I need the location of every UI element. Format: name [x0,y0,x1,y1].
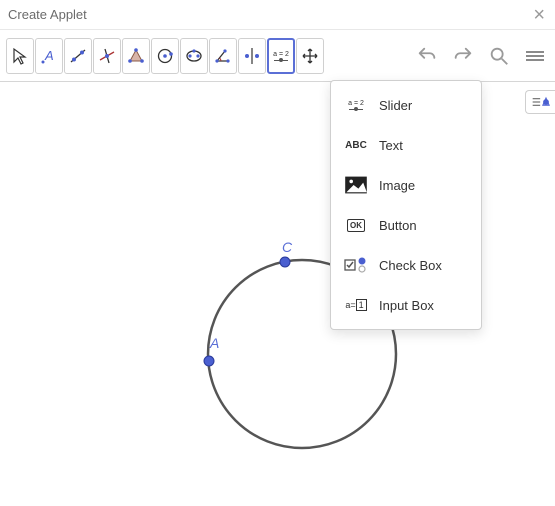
text-icon: ABC [343,135,369,155]
menu-button[interactable] [521,42,549,70]
dropdown-label: Check Box [379,258,442,273]
tool-move-view[interactable] [296,38,324,74]
dropdown-button[interactable]: OK Button [331,205,481,245]
inputbox-icon: a=1 [343,295,369,315]
style-bar-toggle[interactable] [525,90,555,114]
undo-button[interactable] [413,42,441,70]
tool-perpendicular[interactable] [93,38,121,74]
point-c[interactable] [280,257,290,267]
tool-point[interactable]: A [35,38,63,74]
slider-icon: a = 2 [343,95,369,115]
toolbar-right [413,42,549,70]
redo-button[interactable] [449,42,477,70]
dropdown-inputbox[interactable]: a=1 Input Box [331,285,481,325]
dropdown-label: Button [379,218,417,233]
dropdown-checkbox[interactable]: Check Box [331,245,481,285]
dropdown-slider[interactable]: a = 2 Slider [331,85,481,125]
slider-icon: a = 2 [273,51,289,61]
window-title: Create Applet [8,7,87,22]
tool-move[interactable] [6,38,34,74]
dropdown-text[interactable]: ABC Text [331,125,481,165]
dropdown-label: Input Box [379,298,434,313]
dropdown-label: Slider [379,98,412,113]
point-a[interactable] [204,356,214,366]
slider-tool-dropdown: a = 2 Slider ABC Text Image OK Button Ch… [330,80,482,330]
point-a-label: A [209,335,219,351]
tool-polygon[interactable] [122,38,150,74]
checkbox-icon [343,255,369,275]
dropdown-label: Text [379,138,403,153]
tool-angle[interactable] [209,38,237,74]
image-icon [343,175,369,195]
close-icon[interactable]: × [533,4,545,27]
point-c-label: C [282,239,293,255]
button-icon: OK [343,215,369,235]
search-button[interactable] [485,42,513,70]
tool-slider[interactable]: a = 2 [267,38,295,74]
toolbar: A a = 2 [0,30,555,82]
tool-line[interactable] [64,38,92,74]
tool-conic[interactable] [180,38,208,74]
dropdown-label: Image [379,178,415,193]
tool-circle[interactable] [151,38,179,74]
svg-text:A: A [44,48,54,63]
window-header: Create Applet × [0,0,555,30]
tool-reflect[interactable] [238,38,266,74]
dropdown-image[interactable]: Image [331,165,481,205]
